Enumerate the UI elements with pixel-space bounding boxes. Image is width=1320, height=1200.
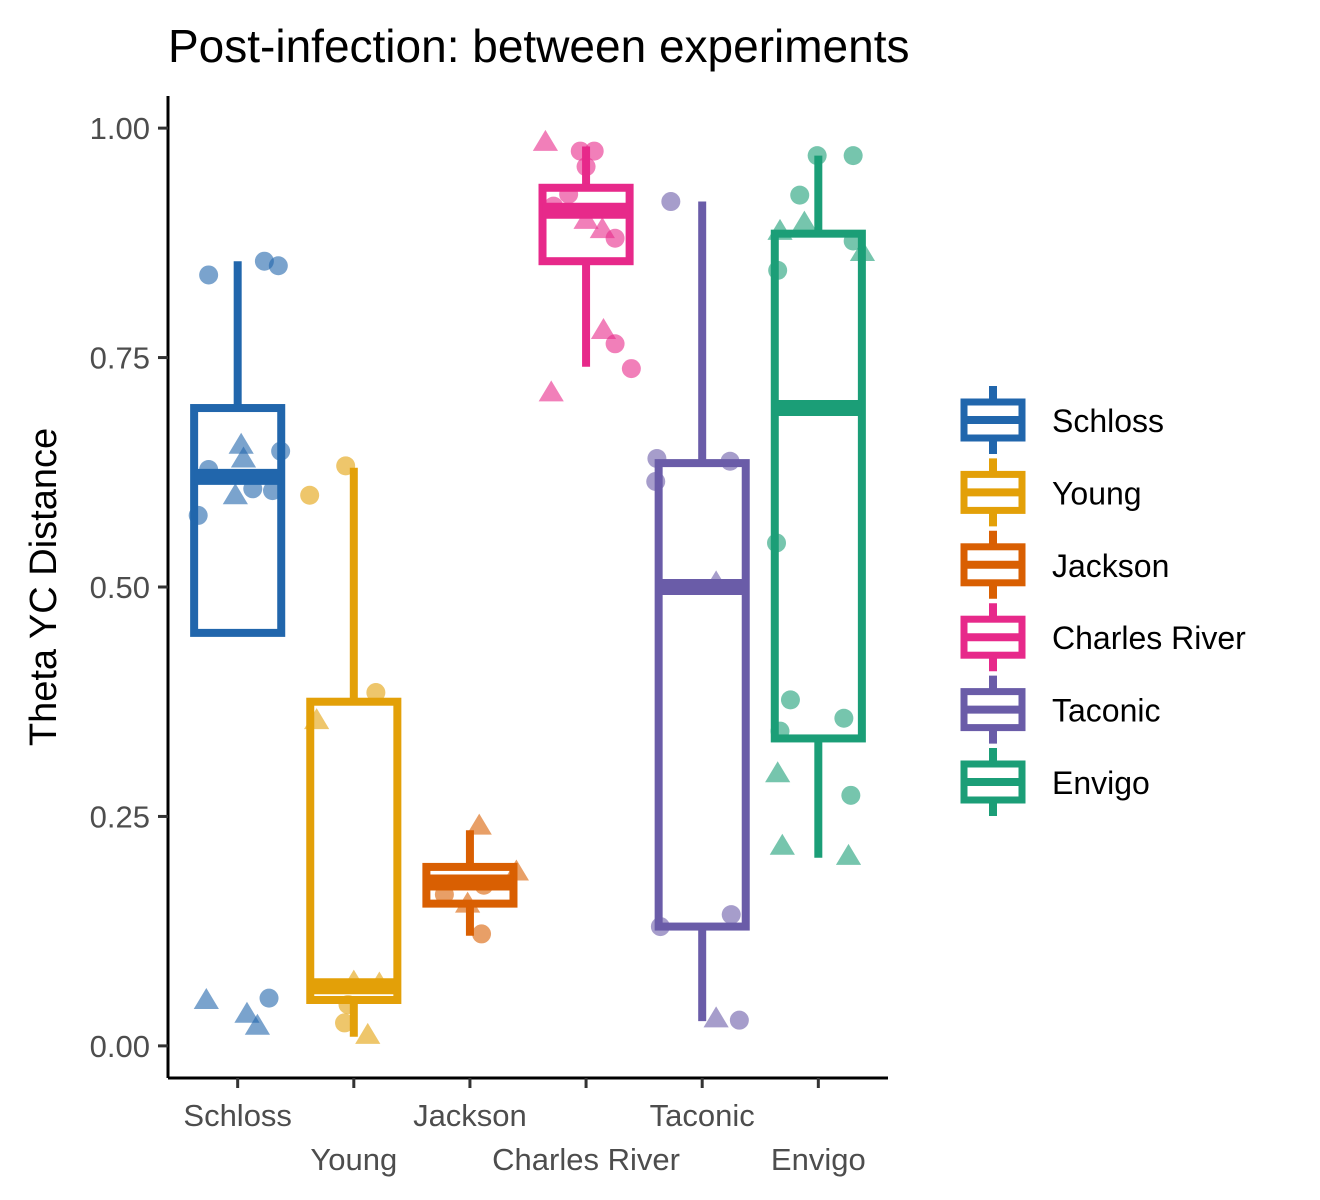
legend: Schloss Young Jackson Charles River Taconic E… (960, 386, 1246, 816)
chart-title: Post-infection: between experiments (168, 20, 910, 72)
y-tick-label: 0.25 (90, 799, 150, 834)
data-point-circle (366, 683, 386, 703)
data-point-triangle (703, 1006, 729, 1028)
box-body (190, 404, 286, 637)
data-point-circle (259, 988, 279, 1008)
y-tick-label: 1.00 (90, 111, 150, 146)
box-body (654, 459, 750, 931)
box-charles-river (538, 146, 634, 367)
data-point-circle (780, 690, 800, 710)
box-schloss (190, 261, 286, 637)
y-axis-title: Theta YC Distance (23, 428, 65, 746)
data-point-triangle (234, 1001, 260, 1023)
data-point-circle (843, 146, 863, 166)
box-body (306, 697, 402, 1004)
legend-label: Jackson (1052, 548, 1169, 584)
data-point-triangle (765, 761, 791, 783)
data-point-circle (199, 265, 219, 285)
x-tick-label: Young (310, 1142, 397, 1177)
data-point-circle (621, 359, 641, 379)
box-taconic (654, 201, 750, 1022)
data-point-triangle (538, 380, 564, 402)
x-tick-label: Jackson (413, 1098, 527, 1133)
data-point-triangle (835, 843, 862, 865)
data-point-circle (605, 334, 625, 354)
data-point-triangle (230, 446, 257, 468)
data-point-circle (661, 192, 681, 212)
x-tick-label: Taconic (650, 1098, 755, 1133)
legend-label: Schloss (1052, 403, 1164, 439)
data-point-circle (300, 485, 320, 505)
box-body (770, 229, 866, 743)
legend-item-envigo: Envigo (960, 748, 1150, 816)
x-tick-label: Charles River (492, 1142, 680, 1177)
legend-label: Taconic (1052, 693, 1161, 729)
data-point-circle (472, 924, 492, 944)
legend-item-taconic: Taconic (960, 675, 1161, 744)
legend-item-charles-river: Charles River (960, 603, 1246, 672)
legend-label: Charles River (1052, 620, 1246, 656)
legend-label: Envigo (1052, 765, 1150, 801)
x-tick-label: Schloss (183, 1098, 292, 1133)
data-point-triangle (532, 129, 559, 151)
data-point-circle (834, 708, 854, 728)
data-point-triangle (244, 1013, 271, 1035)
data-point-triangle (193, 987, 219, 1009)
data-point-triangle (222, 483, 248, 505)
x-tick-label: Envigo (771, 1142, 866, 1177)
data-point-circle (605, 228, 625, 248)
data-point-triangle (791, 210, 817, 232)
data-point-triangle (355, 1022, 381, 1044)
data-point-circle (790, 185, 810, 205)
data-point-circle (729, 1010, 749, 1030)
box-jackson (422, 830, 518, 936)
legend-item-jackson: Jackson (960, 530, 1169, 599)
data-point-circle (721, 905, 741, 925)
legend-label: Young (1052, 475, 1142, 511)
legend-item-schloss: Schloss (960, 386, 1164, 454)
box-plots (190, 146, 866, 1037)
y-tick-label: 0.50 (90, 570, 150, 605)
axes: 0.00 0.25 0.50 0.75 1.00 Schloss Young Jackson C… (90, 96, 888, 1177)
data-point-circle (268, 256, 288, 276)
box-young (306, 467, 402, 1037)
data-point-triangle (769, 833, 795, 855)
data-point-circle (841, 785, 861, 805)
y-tick-label: 0.75 (90, 341, 150, 376)
y-tick-label: 0.00 (90, 1029, 150, 1064)
data-point-triangle (466, 813, 492, 835)
box-envigo (770, 155, 866, 858)
legend-item-young: Young (960, 458, 1142, 527)
data-point-circle (335, 1013, 355, 1033)
data-point-triangle (590, 318, 617, 340)
box-body (538, 183, 634, 266)
data-point-triangle (228, 432, 254, 454)
